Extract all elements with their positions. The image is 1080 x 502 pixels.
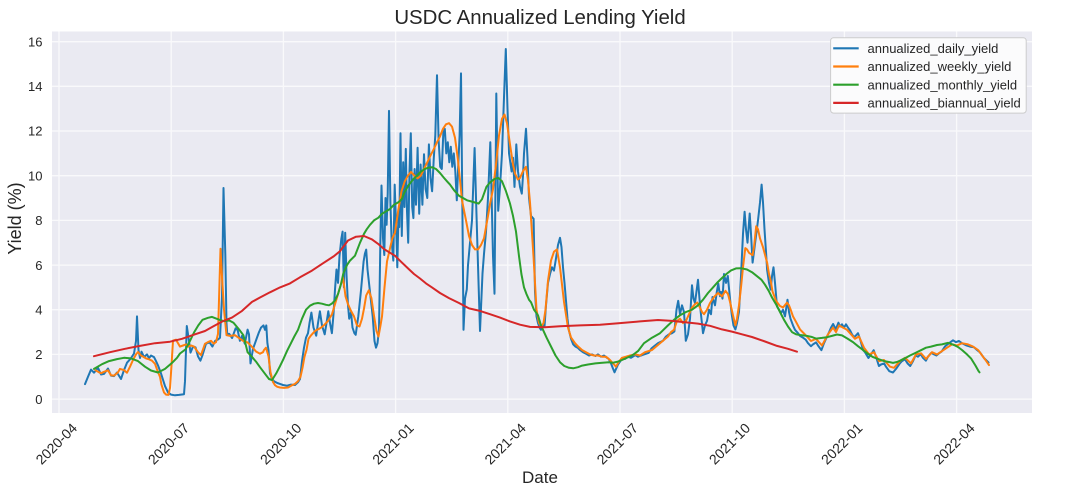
svg-text:14: 14 [28,79,42,94]
svg-text:16: 16 [28,34,42,49]
svg-text:annualized_monthly_yield: annualized_monthly_yield [868,77,1018,92]
svg-text:Date: Date [522,468,558,487]
svg-text:12: 12 [28,124,42,139]
svg-text:annualized_weekly_yield: annualized_weekly_yield [868,59,1012,74]
svg-text:2: 2 [35,347,42,362]
svg-text:8: 8 [35,213,42,228]
svg-text:6: 6 [35,258,42,273]
svg-text:USDC Annualized Lending Yield: USDC Annualized Lending Yield [394,7,685,29]
svg-text:annualized_daily_yield: annualized_daily_yield [868,41,999,56]
svg-text:Yield (%): Yield (%) [5,182,25,254]
svg-text:10: 10 [28,168,42,183]
svg-text:annualized_biannual_yield: annualized_biannual_yield [868,96,1021,111]
svg-text:4: 4 [35,302,42,317]
svg-text:0: 0 [35,392,42,407]
